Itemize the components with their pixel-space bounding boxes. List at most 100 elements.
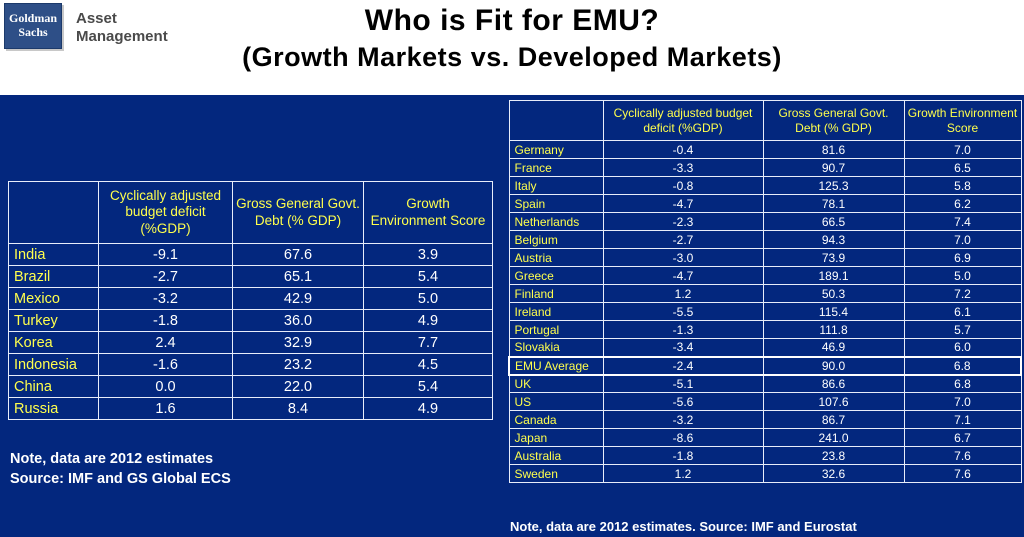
table-row: Turkey -1.8 36.0 4.9	[8, 309, 493, 332]
value-cell: -0.8	[602, 176, 764, 195]
value-cell: -1.8	[602, 446, 764, 465]
value-cell: 32.9	[232, 331, 364, 354]
value-cell: -2.7	[602, 230, 764, 249]
value-cell: -1.8	[98, 309, 233, 332]
table-row: Netherlands -2.3 66.5 7.4	[508, 212, 1022, 231]
country-cell: Slovakia	[508, 338, 604, 357]
note-line-1: Note, data are 2012 estimates	[10, 451, 214, 467]
column-header-deficit: Cyclically adjusted budget deficit (%GDP…	[602, 100, 764, 141]
country-cell: Netherlands	[508, 212, 604, 231]
value-cell: -9.1	[98, 243, 233, 266]
value-cell: -5.6	[602, 392, 764, 411]
value-cell: 90.7	[762, 158, 905, 177]
value-cell: 66.5	[762, 212, 905, 231]
value-cell: 4.9	[363, 397, 493, 420]
country-cell: Korea	[8, 331, 99, 354]
slide-header: Goldman Sachs Asset Management Who is Fi…	[0, 0, 1024, 95]
value-cell: 5.8	[903, 176, 1022, 195]
country-cell: Australia	[508, 446, 604, 465]
table-row: Belgium -2.7 94.3 7.0	[508, 230, 1022, 249]
value-cell: 86.6	[762, 374, 905, 393]
value-cell: -3.2	[98, 287, 233, 310]
country-cell: China	[8, 375, 99, 398]
value-cell: 1.6	[98, 397, 233, 420]
value-cell: 46.9	[762, 338, 905, 357]
value-cell: 7.6	[903, 446, 1022, 465]
value-cell: 0.0	[98, 375, 233, 398]
country-cell: India	[8, 243, 99, 266]
table-row: Mexico -3.2 42.9 5.0	[8, 287, 493, 310]
country-cell: Indonesia	[8, 353, 99, 376]
value-cell: 189.1	[762, 266, 905, 285]
value-cell: -2.3	[602, 212, 764, 231]
value-cell: -3.4	[602, 338, 764, 357]
value-cell: -5.1	[602, 374, 764, 393]
country-cell: Ireland	[508, 302, 604, 321]
country-cell: Canada	[508, 410, 604, 429]
country-cell: Italy	[508, 176, 604, 195]
table-row: Australia -1.8 23.8 7.6	[508, 446, 1022, 465]
country-cell: Russia	[8, 397, 99, 420]
value-cell: 125.3	[762, 176, 905, 195]
value-cell: 23.8	[762, 446, 905, 465]
table-row: EMU Average -2.4 90.0 6.8	[508, 355, 1022, 376]
value-cell: 7.6	[903, 464, 1022, 483]
brand-label: Asset Management	[76, 10, 168, 45]
value-cell: 4.5	[363, 353, 493, 376]
value-cell: 32.6	[762, 464, 905, 483]
value-cell: 6.7	[903, 428, 1022, 447]
value-cell: 6.8	[903, 374, 1022, 393]
value-cell: 4.9	[363, 309, 493, 332]
country-cell: Turkey	[8, 309, 99, 332]
value-cell: 6.5	[903, 158, 1022, 177]
country-cell: Germany	[508, 140, 604, 159]
value-cell: 7.0	[903, 392, 1022, 411]
value-cell: 6.1	[903, 302, 1022, 321]
value-cell: 5.7	[903, 320, 1022, 339]
table-row: Korea 2.4 32.9 7.7	[8, 331, 493, 354]
country-cell: US	[508, 392, 604, 411]
value-cell: 5.4	[363, 375, 493, 398]
table-row: Brazil -2.7 65.1 5.4	[8, 265, 493, 288]
value-cell: 111.8	[762, 320, 905, 339]
value-cell: 7.0	[903, 230, 1022, 249]
country-cell: Belgium	[508, 230, 604, 249]
country-cell: Portugal	[508, 320, 604, 339]
table-row: UK -5.1 86.6 6.8	[508, 374, 1022, 393]
goldman-sachs-logo: Goldman Sachs	[4, 3, 62, 49]
column-header-score: Growth Environment Score	[363, 181, 493, 244]
value-cell: 22.0	[232, 375, 364, 398]
column-header-deficit: Cyclically adjusted budget deficit (%GDP…	[98, 181, 233, 244]
corner-cell	[8, 181, 99, 244]
country-cell: Austria	[508, 248, 604, 267]
country-cell: EMU Average	[508, 355, 604, 376]
value-cell: 241.0	[762, 428, 905, 447]
table-row: Russia 1.6 8.4 4.9	[8, 397, 493, 420]
table-row: France -3.3 90.7 6.5	[508, 158, 1022, 177]
table-row: Finland 1.2 50.3 7.2	[508, 284, 1022, 303]
value-cell: -4.7	[602, 266, 764, 285]
value-cell: 50.3	[762, 284, 905, 303]
value-cell: 7.0	[903, 140, 1022, 159]
value-cell: 5.4	[363, 265, 493, 288]
value-cell: 115.4	[762, 302, 905, 321]
value-cell: 65.1	[232, 265, 364, 288]
value-cell: 1.2	[602, 284, 764, 303]
value-cell: 86.7	[762, 410, 905, 429]
developed-markets-table: Cyclically adjusted budget deficit (%GDP…	[508, 100, 1022, 483]
value-cell: -2.7	[98, 265, 233, 288]
country-cell: Greece	[508, 266, 604, 285]
value-cell: 7.4	[903, 212, 1022, 231]
table-row: Germany -0.4 81.6 7.0	[508, 140, 1022, 159]
value-cell: 6.0	[903, 338, 1022, 357]
column-header-debt: Gross General Govt. Debt (% GDP)	[762, 100, 905, 141]
logo-line2: Sachs	[18, 25, 48, 39]
country-cell: UK	[508, 374, 604, 393]
value-cell: 6.9	[903, 248, 1022, 267]
table-row: Ireland -5.5 115.4 6.1	[508, 302, 1022, 321]
value-cell: 73.9	[762, 248, 905, 267]
value-cell: -4.7	[602, 194, 764, 213]
value-cell: 23.2	[232, 353, 364, 376]
country-cell: France	[508, 158, 604, 177]
table-header-row: Cyclically adjusted budget deficit (%GDP…	[8, 181, 493, 244]
